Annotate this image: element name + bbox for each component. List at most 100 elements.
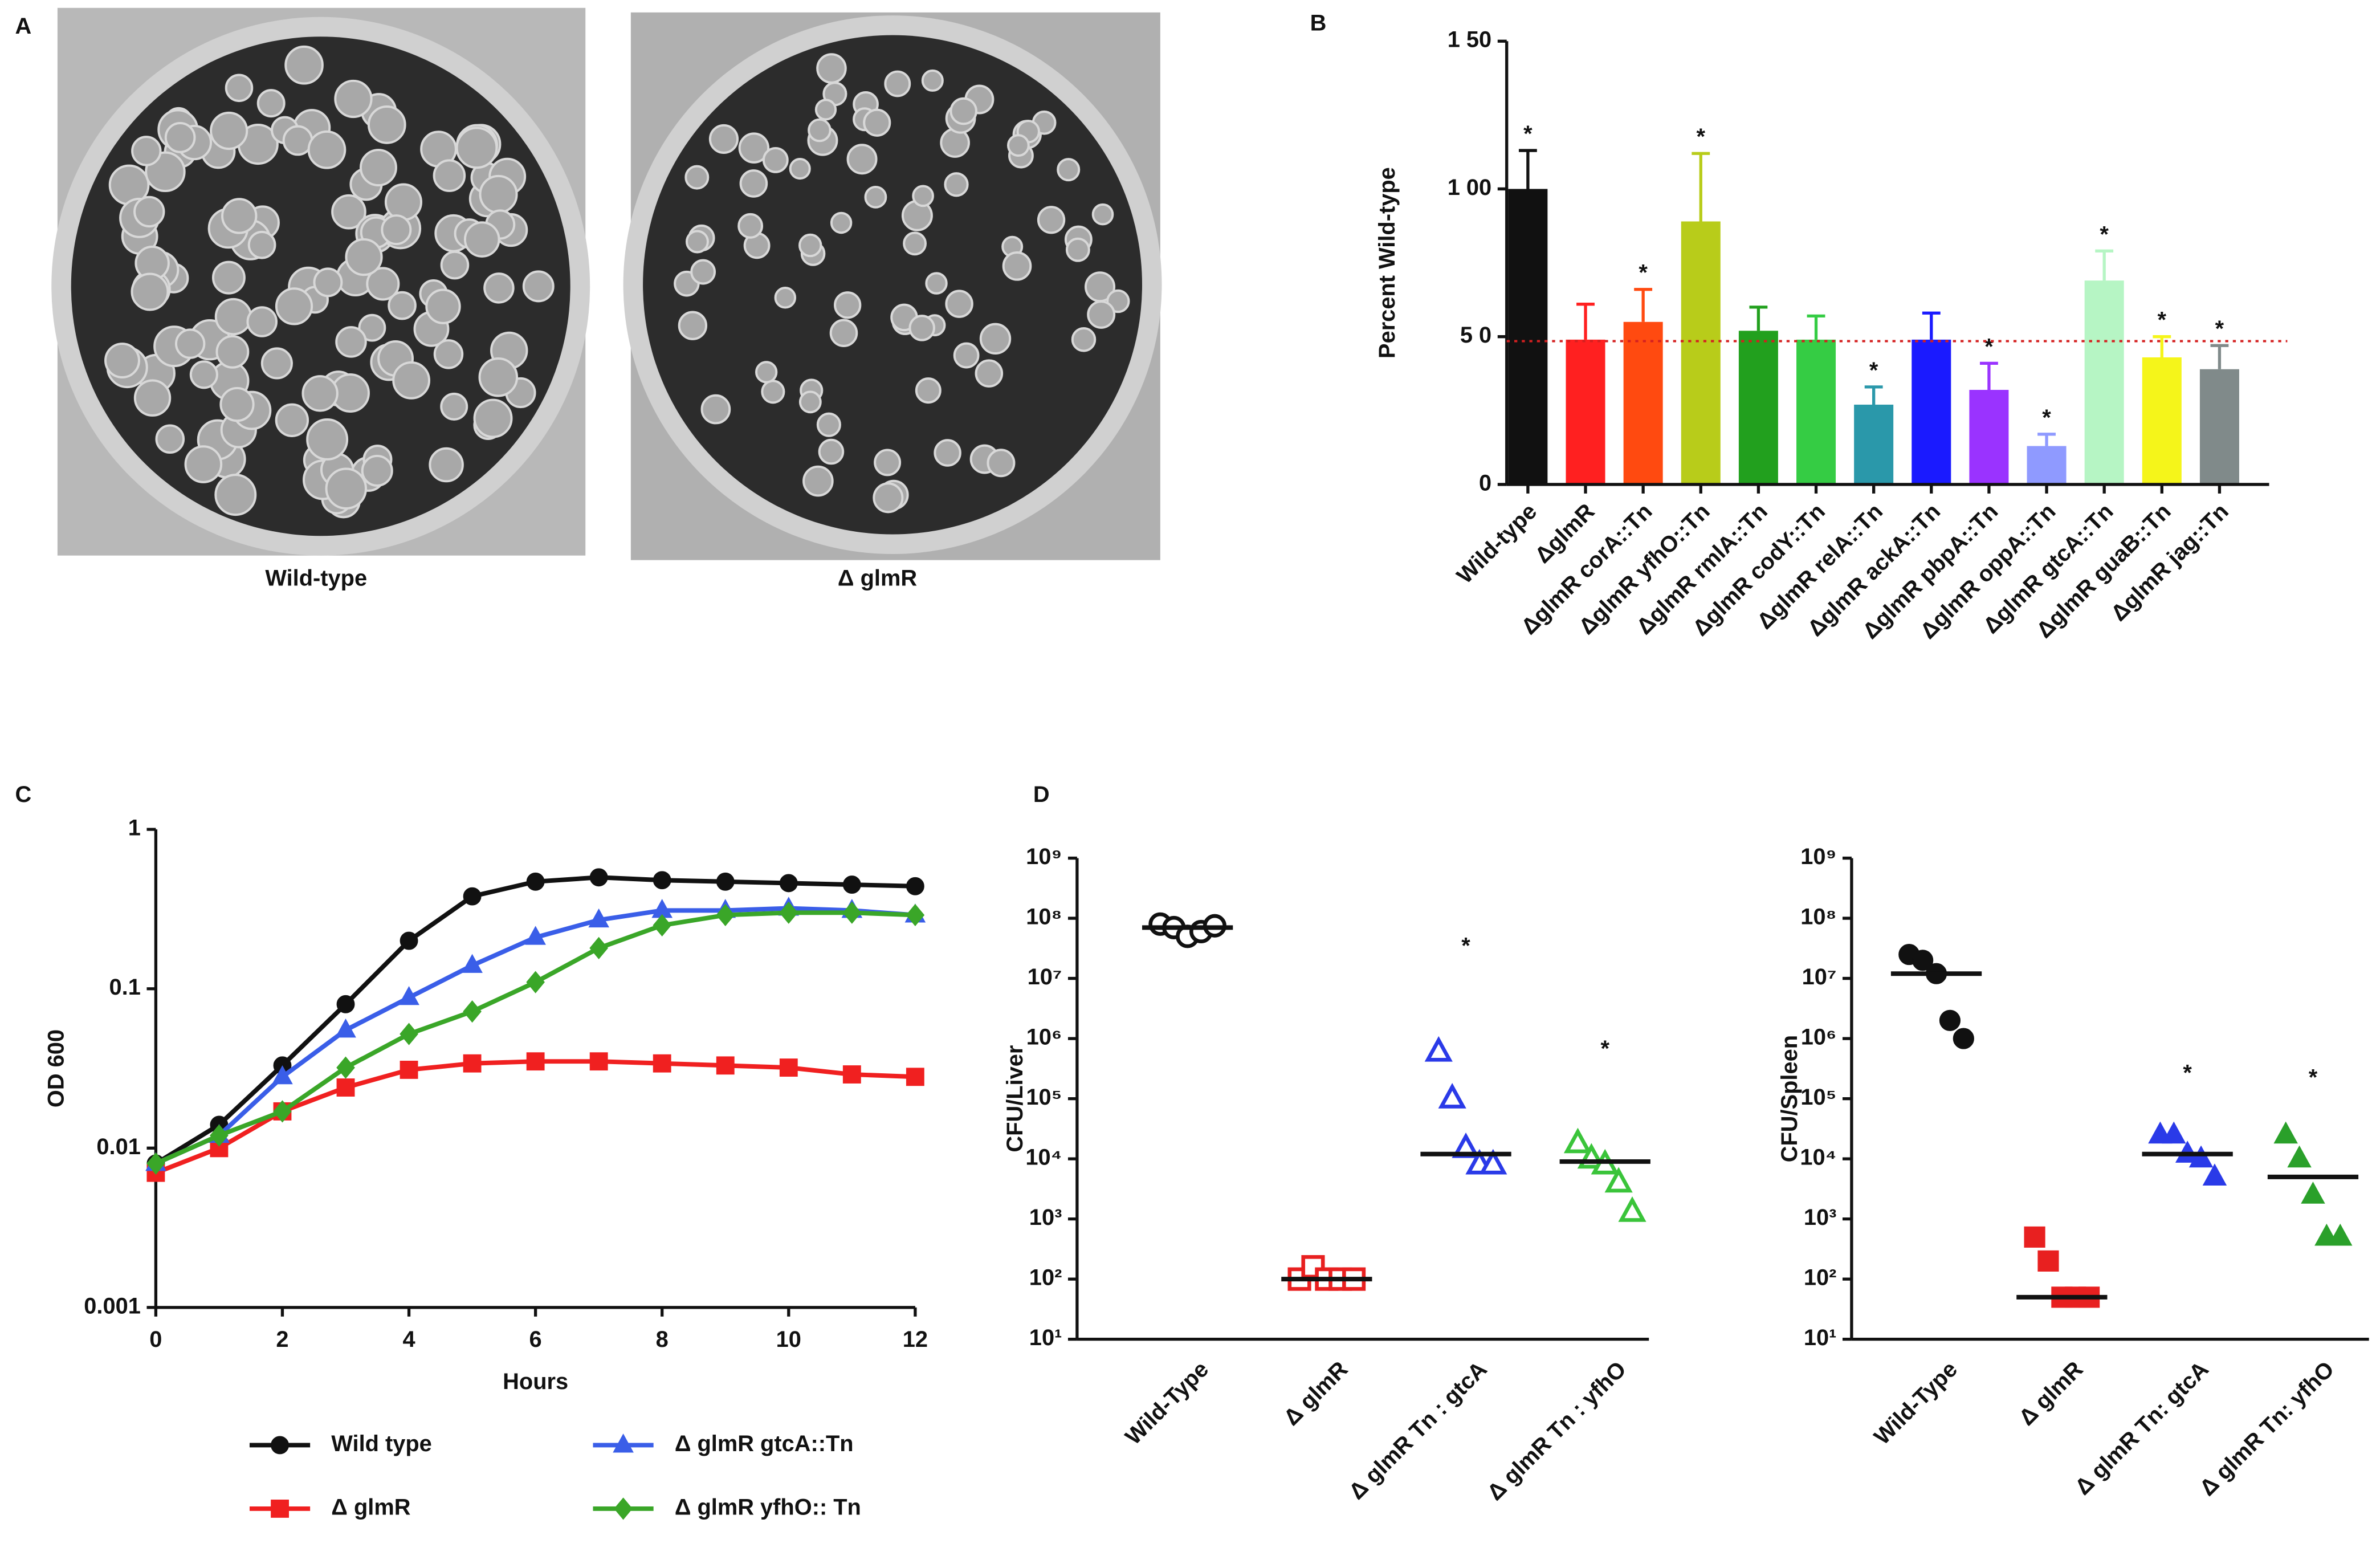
colony (256, 89, 286, 118)
colony (1037, 206, 1066, 234)
annotation: * (2183, 1061, 2192, 1086)
y-tick-label: 10⁴ (1025, 1145, 1062, 1170)
marker (906, 1068, 924, 1086)
bar (1566, 339, 1605, 484)
colony (903, 231, 927, 256)
colony (873, 482, 904, 514)
colony (361, 454, 393, 487)
colony (358, 313, 386, 342)
colony (260, 347, 293, 380)
annotation: * (1869, 358, 1878, 383)
colony (367, 105, 406, 144)
x-tick-label: Δ glmR Tn : yfhO (1482, 1357, 1631, 1505)
error-bar (1922, 311, 1941, 340)
colony (440, 392, 468, 421)
colony (325, 467, 367, 510)
colony (684, 165, 710, 190)
colony (479, 174, 518, 214)
marker (525, 926, 546, 945)
colony (331, 194, 366, 230)
series-line (154, 906, 916, 1166)
colony (915, 377, 942, 404)
error-bar (1979, 361, 1998, 390)
colony (1071, 327, 1097, 352)
y-tick-label: 10⁸ (1800, 905, 1836, 930)
bar (2027, 446, 2067, 484)
colony (863, 108, 891, 137)
colony (366, 267, 400, 301)
x-tick-label: 2 (276, 1327, 288, 1352)
error-bar (1692, 152, 1710, 222)
colony (359, 149, 397, 187)
marker (210, 1124, 229, 1147)
bar (1912, 339, 1951, 484)
marker (589, 1052, 608, 1071)
colony (306, 418, 349, 461)
colony (945, 290, 973, 318)
colony (215, 335, 250, 369)
colony (921, 69, 944, 92)
x-tick-label: Δ glmR (2014, 1357, 2088, 1431)
colony (184, 445, 223, 483)
colony (247, 230, 276, 259)
x-tick-label: Wild-Type (1869, 1357, 1962, 1449)
colony (334, 79, 373, 119)
colony (700, 394, 731, 425)
error-bar (1518, 149, 1537, 189)
x-tick-label: 10 (776, 1327, 801, 1352)
marker (1604, 1167, 1633, 1193)
colony (830, 211, 853, 234)
bar (1796, 339, 1836, 484)
bar (1854, 404, 1894, 484)
colony (829, 319, 858, 348)
marker (906, 903, 925, 927)
marker (1563, 1127, 1592, 1154)
error-bar (1576, 303, 1595, 340)
colony (798, 390, 822, 414)
error-bar (1749, 306, 1768, 331)
y-tick-label: 0.001 (84, 1293, 141, 1318)
colony (1091, 203, 1114, 226)
y-tick-label: 10³ (1029, 1205, 1062, 1230)
colony (433, 159, 466, 192)
y-tick-label: 10¹ (1029, 1325, 1062, 1350)
colony (1057, 158, 1081, 182)
colony (762, 146, 789, 173)
colony (246, 306, 278, 337)
marker (146, 1152, 165, 1175)
colony (425, 288, 461, 324)
colony (104, 343, 140, 379)
colony (884, 70, 911, 97)
marker (400, 931, 418, 950)
marker (613, 1433, 634, 1453)
marker (400, 1023, 418, 1045)
marker (1912, 950, 1934, 971)
y-tick-label: 10⁹ (1026, 844, 1062, 869)
colony (131, 272, 169, 311)
marker (614, 1497, 633, 1520)
colony (789, 158, 811, 180)
marker (2188, 1145, 2214, 1168)
bar (1681, 221, 1721, 484)
y-axis-label: CFU/Liver (1002, 1045, 1028, 1152)
x-tick-label: 4 (402, 1327, 415, 1352)
error-bar (2095, 249, 2114, 281)
annotation: * (1697, 124, 1706, 149)
marker (2024, 1226, 2045, 1248)
annotation: * (1984, 334, 1994, 359)
colony (814, 99, 837, 121)
y-tick-label: 10⁸ (1026, 905, 1062, 930)
colony (335, 326, 367, 358)
marker (2037, 1250, 2059, 1272)
colony (384, 183, 422, 221)
marker (589, 936, 609, 959)
marker (842, 901, 862, 924)
x-tick-label: 12 (903, 1327, 928, 1352)
colony (133, 379, 172, 417)
colony (1002, 251, 1032, 281)
colony (925, 272, 948, 295)
x-tick-label: Wild-Type (1120, 1357, 1213, 1449)
colony (301, 375, 339, 412)
colony (164, 122, 196, 153)
marker (1953, 1028, 1974, 1049)
